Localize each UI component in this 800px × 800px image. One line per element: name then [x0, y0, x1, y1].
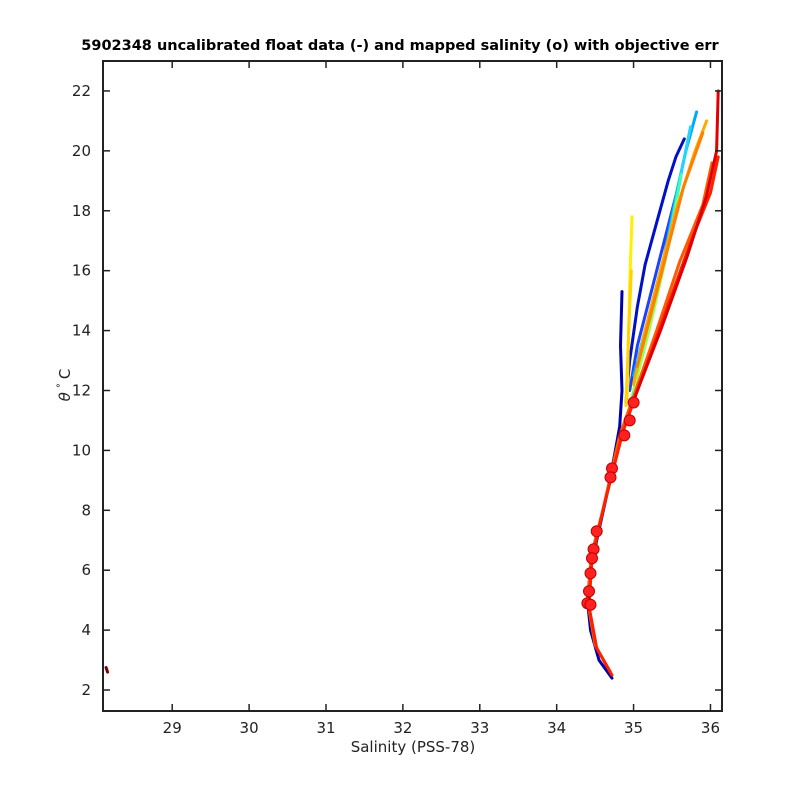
y-axis-label-degree: °: [56, 383, 67, 388]
mapped-salinity-point-9: [584, 567, 597, 580]
series-line-3: [628, 194, 678, 392]
y-tick-label: 12: [72, 381, 91, 399]
x-tick-label: 32: [393, 719, 412, 737]
y-axis-ticks: 2 4 6 8 10 12 14 16 18 20 22: [72, 82, 722, 699]
series-line-2: [624, 137, 686, 404]
x-axis-ticks: 29 30 31 32 33 34 35 36: [163, 61, 720, 737]
x-tick-label: 29: [163, 719, 182, 737]
y-tick-label: 20: [72, 142, 91, 160]
x-tick-label: 35: [624, 719, 643, 737]
x-axis-label: Salinity (PSS-78): [351, 738, 476, 756]
y-tick-label: 10: [72, 441, 91, 459]
axes-box: [102, 60, 723, 712]
y-tick-label: 6: [81, 561, 91, 579]
x-tick-label: 30: [240, 719, 259, 737]
y-axis-label-symbol: θ: [56, 392, 74, 401]
mapped-salinity-point-12: [584, 598, 597, 611]
x-tick-label: 36: [701, 719, 720, 737]
mapped-salinity-point-5: [604, 471, 617, 484]
y-tick-label: 22: [72, 82, 91, 100]
mapped-salinity-point-1: [627, 396, 640, 409]
y-tick-label: 2: [81, 681, 91, 699]
series-line-14: [633, 89, 720, 398]
y-tick-label: 8: [81, 501, 91, 519]
series-line-15: [104, 666, 110, 674]
mapped-salinity-point-10: [583, 585, 595, 598]
chart-title: 5902348 uncalibrated float data (-) and …: [81, 38, 719, 54]
x-tick-label: 33: [470, 719, 489, 737]
y-tick-label: 14: [72, 322, 91, 340]
x-tick-label: 31: [316, 719, 335, 737]
x-tick-label: 34: [547, 719, 566, 737]
y-tick-label: 18: [72, 202, 91, 220]
series-line-11: [635, 131, 705, 368]
y-axis-label-unit: C: [56, 369, 74, 379]
y-tick-label: 4: [81, 621, 91, 639]
mapped-salinity-point-8: [586, 552, 598, 565]
mapped-salinity-point-3: [618, 429, 631, 442]
mapped-salinity-markers: [581, 396, 640, 611]
mapped-salinity-point-6: [590, 525, 603, 538]
series-line-9: [624, 269, 633, 407]
y-axis-label: θ ° C: [56, 369, 74, 402]
mapped-salinity-point-2: [623, 414, 636, 427]
y-tick-label: 16: [72, 262, 91, 280]
